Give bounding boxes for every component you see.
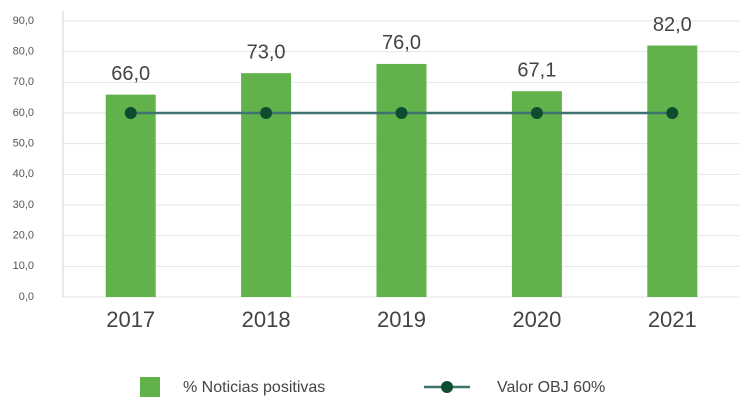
y-tick-label: 10,0 xyxy=(13,260,34,272)
y-tick-label: 60,0 xyxy=(13,107,34,119)
legend-swatch xyxy=(140,377,160,397)
marker xyxy=(124,107,137,119)
y-tick-label: 20,0 xyxy=(13,230,34,242)
bar xyxy=(105,94,156,297)
y-tick-label: 40,0 xyxy=(13,168,34,180)
value-label: 67,1 xyxy=(517,60,556,82)
value-label: 73,0 xyxy=(247,41,286,63)
value-label: 76,0 xyxy=(382,32,421,54)
y-tick-label: 0,0 xyxy=(19,291,34,303)
marker xyxy=(530,107,543,119)
value-label: 66,0 xyxy=(111,63,150,85)
legend-marker xyxy=(441,381,453,393)
bar xyxy=(241,73,292,297)
bar xyxy=(376,63,427,297)
y-tick-label: 90,0 xyxy=(13,15,34,27)
x-tick-label: 2020 xyxy=(512,307,561,332)
x-tick-label: 2017 xyxy=(106,307,155,332)
marker xyxy=(666,107,679,119)
bar xyxy=(511,91,562,297)
marker xyxy=(395,107,408,119)
y-tick-label: 80,0 xyxy=(13,46,34,58)
x-tick-label: 2018 xyxy=(242,307,291,332)
marker xyxy=(260,107,273,119)
legend-label: Valor OBJ 60% xyxy=(497,379,605,396)
y-tick-label: 30,0 xyxy=(13,199,34,211)
value-label: 82,0 xyxy=(653,14,692,36)
y-tick-label: 50,0 xyxy=(13,138,34,150)
bar xyxy=(647,45,698,298)
legend-label: % Noticias positivas xyxy=(183,379,325,396)
y-tick-label: 70,0 xyxy=(13,76,34,88)
x-tick-label: 2019 xyxy=(377,307,426,332)
x-tick-label: 2021 xyxy=(648,307,697,332)
